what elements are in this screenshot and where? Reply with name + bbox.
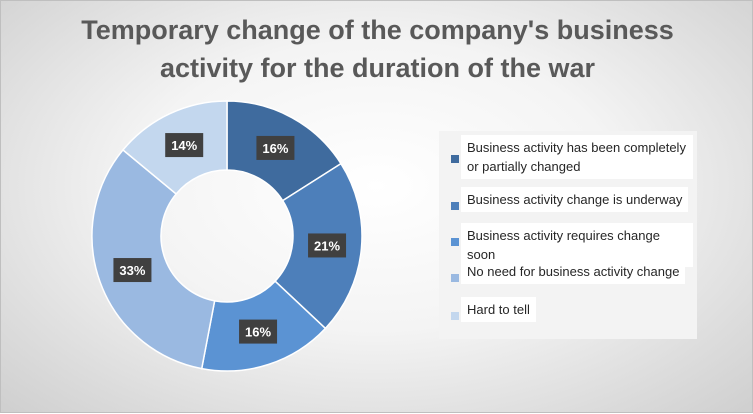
chart-title-line-2: activity for the duration of the war <box>159 53 596 83</box>
data-label-text: 16% <box>262 141 288 156</box>
legend-item-1: Business activity has been completely or… <box>439 135 697 179</box>
data-label-box <box>308 233 347 258</box>
legend-label: Business activity has been completely or… <box>461 135 693 179</box>
legend-swatch <box>451 312 459 320</box>
data-label-text: 21% <box>314 238 340 253</box>
data-label-1: 16% <box>256 135 295 160</box>
legend-item-5: Hard to tell <box>439 297 697 327</box>
legend-swatch <box>451 155 459 163</box>
legend-item-4: No need for business activity change <box>439 259 697 289</box>
data-label-box <box>113 258 152 283</box>
legend-item-2: Business activity change is underway <box>439 187 697 217</box>
legend-item-3: Business activity requires change soon <box>439 223 697 267</box>
data-label-text: 33% <box>119 263 145 278</box>
data-label-2: 21% <box>308 233 347 258</box>
legend-swatch <box>451 274 459 282</box>
data-label-text: 14% <box>171 138 197 153</box>
chart-title: Temporary change of the company's busine… <box>1 11 753 87</box>
data-label-5: 14% <box>165 133 204 158</box>
legend-swatch <box>451 238 459 246</box>
legend-swatch <box>451 202 459 210</box>
donut-slice-4 <box>91 148 216 370</box>
data-label-box <box>165 133 204 158</box>
legend-label: No need for business activity change <box>461 259 686 284</box>
data-label-box <box>256 135 295 160</box>
legend: Business activity has been completely or… <box>439 131 697 339</box>
data-label-box <box>239 319 278 344</box>
data-label-4: 33% <box>113 258 152 283</box>
legend-label: Business activity change is underway <box>461 187 689 212</box>
legend-label: Hard to tell <box>461 297 536 322</box>
data-label-text: 16% <box>245 325 271 340</box>
data-label-3: 16% <box>239 319 278 344</box>
chart-title-line-1: Temporary change of the company's busine… <box>81 15 674 45</box>
